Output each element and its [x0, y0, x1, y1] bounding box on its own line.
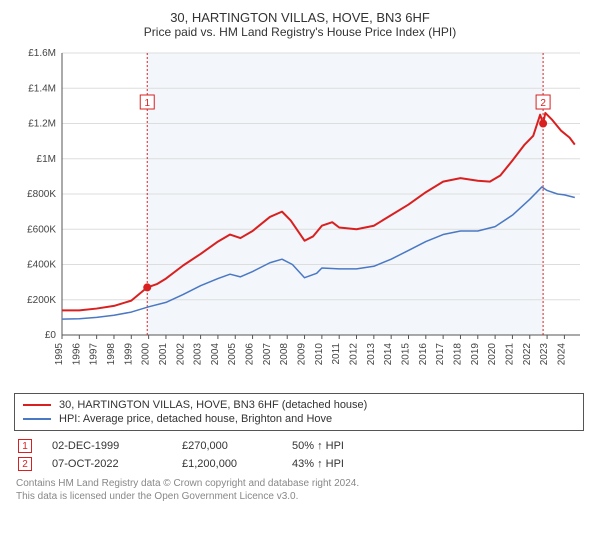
legend-item: HPI: Average price, detached house, Brig…	[23, 412, 575, 426]
chart-title: 30, HARTINGTON VILLAS, HOVE, BN3 6HF	[10, 10, 590, 25]
sale-hpi: 43% ↑ HPI	[292, 458, 402, 470]
svg-text:2001: 2001	[158, 343, 169, 366]
footer-line-2: This data is licensed under the Open Gov…	[16, 490, 584, 503]
svg-text:2003: 2003	[193, 343, 204, 366]
svg-text:2: 2	[540, 98, 546, 109]
svg-text:£400K: £400K	[27, 260, 56, 271]
svg-text:£800K: £800K	[27, 189, 56, 200]
legend-label: HPI: Average price, detached house, Brig…	[59, 413, 332, 425]
svg-text:2015: 2015	[400, 343, 411, 366]
svg-text:2024: 2024	[556, 343, 567, 366]
svg-text:1999: 1999	[123, 343, 134, 366]
svg-text:1996: 1996	[71, 343, 82, 366]
svg-text:2011: 2011	[331, 343, 342, 365]
chart-area: £0 £200K £400K £600K £800K £1M £1.2M £1.4M £1.6M…	[10, 45, 590, 385]
sale-price: £270,000	[182, 440, 292, 452]
svg-text:2000: 2000	[141, 343, 152, 366]
svg-text:2016: 2016	[418, 343, 429, 366]
svg-text:£600K: £600K	[27, 224, 56, 235]
legend-item: 30, HARTINGTON VILLAS, HOVE, BN3 6HF (de…	[23, 398, 575, 412]
svg-text:2004: 2004	[210, 343, 221, 366]
chart-container: 30, HARTINGTON VILLAS, HOVE, BN3 6HF Pri…	[0, 0, 600, 511]
svg-text:£1M: £1M	[37, 154, 56, 165]
svg-text:2006: 2006	[245, 343, 256, 366]
sale-row: 2 07-OCT-2022£1,200,00043% ↑ HPI	[14, 455, 584, 473]
svg-text:2021: 2021	[504, 343, 515, 366]
footer-attribution: Contains HM Land Registry data © Crown c…	[16, 477, 584, 503]
svg-text:2013: 2013	[366, 343, 377, 366]
svg-text:2014: 2014	[383, 343, 394, 366]
legend-swatch	[23, 418, 51, 420]
sale-row: 1 02-DEC-1999£270,00050% ↑ HPI	[14, 437, 584, 455]
svg-text:2010: 2010	[314, 343, 325, 366]
svg-text:1995: 1995	[54, 343, 65, 366]
svg-text:£1.2M: £1.2M	[28, 119, 56, 130]
legend: 30, HARTINGTON VILLAS, HOVE, BN3 6HF (de…	[14, 393, 584, 431]
sale-date: 07-OCT-2022	[52, 458, 182, 470]
sale-marker-icon: 1	[18, 439, 32, 453]
legend-swatch	[23, 404, 51, 406]
svg-text:2022: 2022	[522, 343, 533, 366]
svg-text:2020: 2020	[487, 343, 498, 366]
svg-text:2019: 2019	[470, 343, 481, 366]
svg-text:1998: 1998	[106, 343, 117, 366]
svg-text:2005: 2005	[227, 343, 238, 366]
svg-text:2007: 2007	[262, 343, 273, 366]
svg-text:£1.4M: £1.4M	[28, 83, 56, 94]
svg-text:2017: 2017	[435, 343, 446, 366]
svg-text:£0: £0	[45, 330, 57, 341]
sale-marker-icon: 2	[18, 457, 32, 471]
svg-text:£1.6M: £1.6M	[28, 48, 56, 59]
legend-label: 30, HARTINGTON VILLAS, HOVE, BN3 6HF (de…	[59, 399, 367, 411]
svg-text:1: 1	[144, 98, 150, 109]
sales-table: 1 02-DEC-1999£270,00050% ↑ HPI 2 07-OCT-202…	[14, 437, 584, 473]
chart-subtitle: Price paid vs. HM Land Registry's House …	[10, 25, 590, 39]
svg-text:£200K: £200K	[27, 295, 56, 306]
svg-text:2008: 2008	[279, 343, 290, 366]
sale-date: 02-DEC-1999	[52, 440, 182, 452]
sale-price: £1,200,000	[182, 458, 292, 470]
sale-hpi: 50% ↑ HPI	[292, 440, 402, 452]
footer-line-1: Contains HM Land Registry data © Crown c…	[16, 477, 584, 490]
svg-text:2009: 2009	[297, 343, 308, 366]
line-chart-svg: £0 £200K £400K £600K £800K £1M £1.2M £1.4M £1.6M…	[10, 45, 590, 385]
svg-text:2012: 2012	[349, 343, 360, 366]
svg-text:2002: 2002	[175, 343, 186, 366]
svg-text:2023: 2023	[539, 343, 550, 366]
svg-text:2018: 2018	[452, 343, 463, 366]
svg-text:1997: 1997	[89, 343, 100, 366]
